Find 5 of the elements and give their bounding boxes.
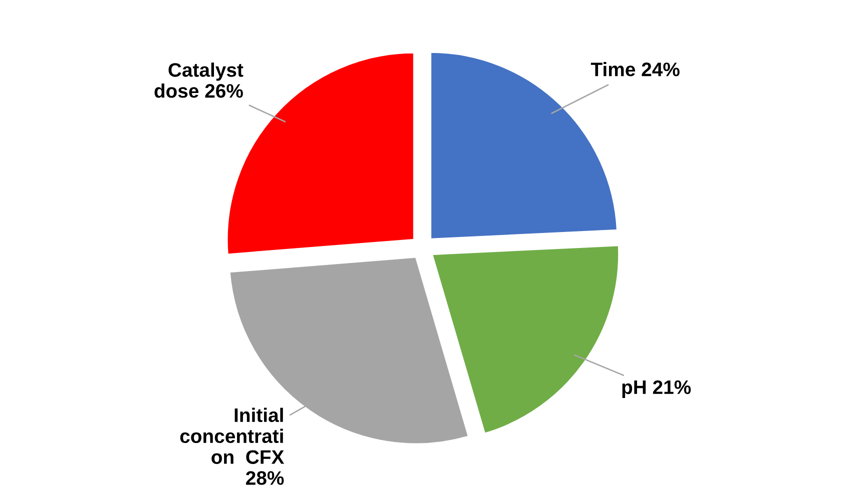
slice-label: Initial concentrati on CFX <box>180 408 284 464</box>
data-label: 28% <box>246 471 284 485</box>
slice-label: Catalyst dose 26% <box>154 62 244 98</box>
slice-label: Time 24% <box>590 62 680 76</box>
slice-label: pH 21% <box>622 380 691 398</box>
